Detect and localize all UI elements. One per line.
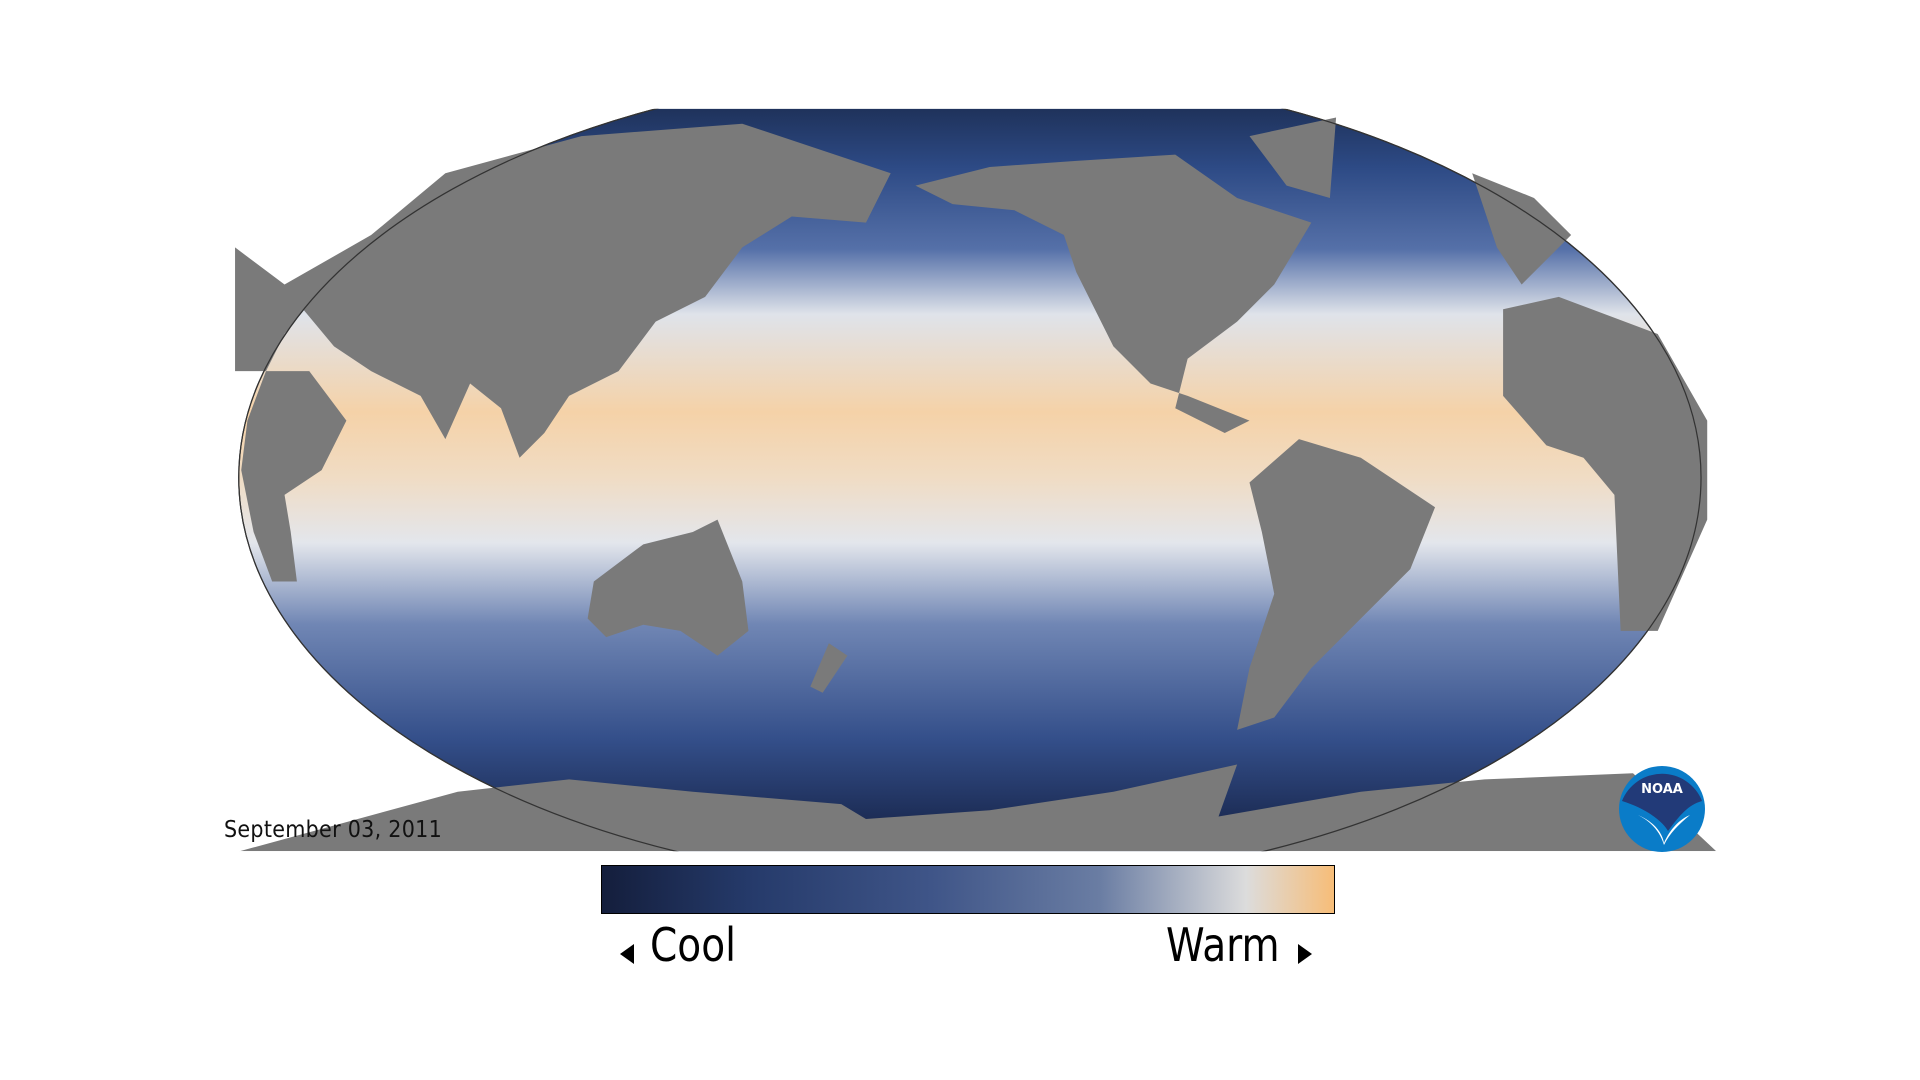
land-antarctica: [240, 764, 1717, 852]
noaa-logo: NOAA: [1619, 766, 1705, 852]
land-new-zealand: [810, 643, 848, 693]
date-label: September 03, 2011: [224, 817, 443, 843]
land-greenland: [1249, 117, 1337, 198]
color-scale-bar: [601, 865, 1335, 914]
left-arrow-icon: [620, 944, 634, 964]
cool-label: Cool: [650, 918, 737, 972]
land-australia: [587, 519, 749, 656]
right-arrow-icon: [1298, 944, 1312, 964]
land-africa-west: [1503, 296, 1708, 631]
noaa-logo-text: NOAA: [1641, 782, 1683, 797]
land-south-america: [1237, 439, 1436, 730]
warm-label: Warm: [1166, 918, 1280, 972]
land-north-america: [915, 154, 1312, 433]
land-eurasia-africa-east: [235, 123, 891, 582]
land-europe: [1472, 173, 1572, 285]
